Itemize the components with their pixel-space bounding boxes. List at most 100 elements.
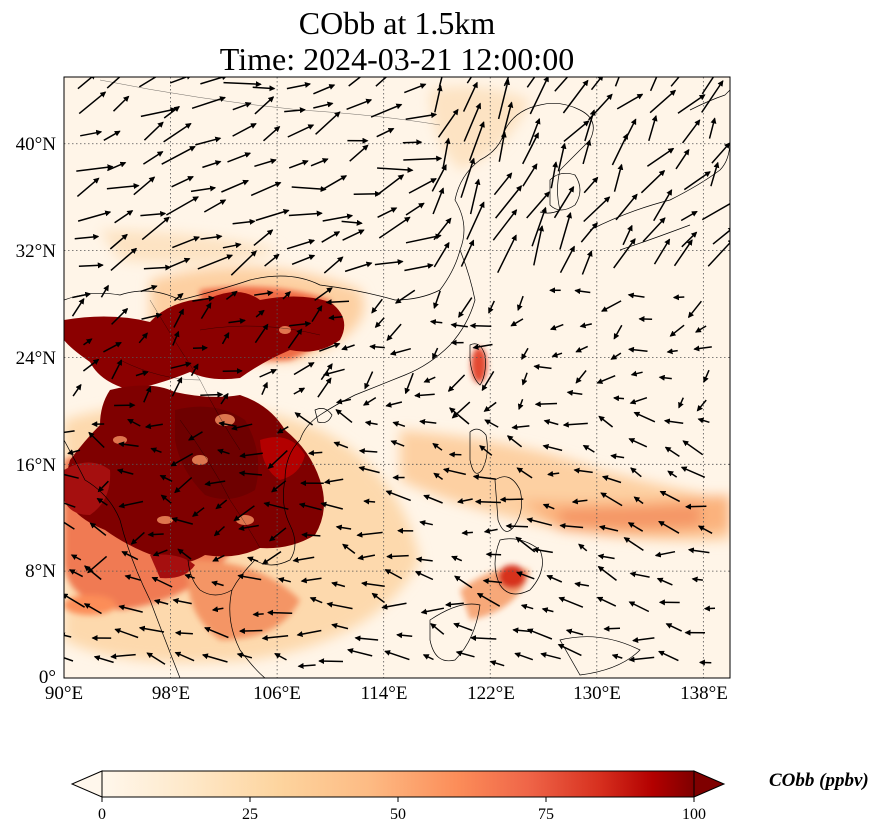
wind-arrow (211, 606, 224, 613)
wind-arrow (691, 576, 703, 583)
wind-arrow (377, 166, 414, 173)
wind-arrow (232, 218, 256, 225)
wind-arrow (389, 347, 411, 356)
wind-arrow (323, 256, 344, 274)
wind-arrow (212, 554, 225, 562)
wind-arrow (159, 474, 173, 482)
wind-arrow (114, 210, 134, 224)
wind-arrow (385, 401, 403, 408)
wind-arrow (574, 581, 590, 588)
map-frame (63, 76, 731, 679)
wind-arrow (596, 375, 616, 384)
wind-arrow (376, 127, 395, 138)
wind-arrow (590, 77, 604, 91)
wind-arrow (314, 287, 333, 302)
wind-arrow (254, 290, 274, 297)
wind-arrow (263, 126, 281, 142)
wind-arrow (680, 466, 706, 478)
wind-arrow (143, 385, 152, 403)
wind-arrow (71, 297, 85, 317)
wind-arrow (133, 176, 156, 196)
wind-arrow (331, 581, 346, 588)
wind-arrow (414, 571, 434, 581)
wind-arrow (325, 299, 350, 306)
wind-arrow (495, 185, 523, 219)
wind-arrow (453, 622, 473, 632)
wind-arrow (204, 480, 226, 487)
wind-arrow (455, 650, 475, 658)
wind-arrow (364, 371, 374, 390)
wind-arrow (110, 247, 138, 271)
wind-arrow (342, 543, 356, 554)
wind-arrow (405, 233, 442, 244)
wind-arrow (362, 396, 377, 406)
wind-arrow (322, 213, 354, 222)
wind-arrow (78, 91, 107, 115)
wind-arrow (213, 525, 226, 537)
wind-arrow (118, 604, 143, 613)
wind-arrow (405, 112, 438, 120)
wind-arrow (171, 516, 193, 525)
wind-arrow (532, 547, 553, 554)
wind-arrow (225, 290, 238, 300)
wind-arrow (171, 376, 183, 397)
wind-arrow (140, 284, 158, 293)
colorbar-tick-100: 100 (682, 806, 706, 823)
wind-arrow (369, 343, 385, 350)
wind-arrow (451, 401, 471, 419)
wind-arrow (88, 431, 105, 449)
wind-arrow (701, 80, 724, 113)
wind-arrow (200, 302, 212, 319)
wind-arrow (526, 77, 536, 88)
wind-arrow (288, 159, 309, 169)
wind-arrow (364, 420, 378, 427)
wind-arrow (516, 295, 524, 311)
wind-arrow (583, 176, 599, 194)
wind-arrow (169, 257, 191, 268)
wind-arrow (649, 89, 677, 114)
wind-arrow (282, 291, 291, 300)
wind-arrow (540, 652, 561, 660)
wind-arrow (228, 318, 246, 325)
x-tick-122e: 122°E (467, 683, 515, 704)
wind-arrow (68, 569, 84, 578)
wind-arrow (665, 623, 683, 632)
wind-arrow (192, 507, 205, 517)
wind-arrow (437, 108, 459, 138)
wind-arrow (261, 550, 282, 565)
wind-arrow (630, 370, 643, 377)
wind-arrow (292, 556, 315, 563)
wind-arrow (681, 119, 701, 144)
wind-arrow (687, 300, 702, 319)
wind-arrow (610, 352, 622, 360)
wind-arrow (313, 101, 334, 109)
wind-arrow (685, 503, 707, 510)
wind-arrow (659, 490, 681, 503)
wind-arrow (526, 191, 550, 219)
wind-arrow (291, 186, 327, 193)
wind-arrow (384, 569, 403, 580)
wind-arrow (161, 145, 196, 165)
wind-arrow (603, 625, 621, 632)
wind-arrow (613, 163, 624, 192)
wind-arrow (370, 103, 403, 118)
wind-arrow (431, 164, 447, 192)
wind-arrow (237, 573, 262, 581)
wind-arrow (106, 77, 121, 89)
x-tick-106e: 106°E (253, 683, 301, 704)
wind-arrow (447, 374, 466, 392)
wind-arrow (301, 531, 321, 538)
wind-arrow (571, 498, 588, 505)
wind-arrow (353, 190, 381, 197)
wind-arrow (254, 96, 275, 115)
wind-arrow (533, 363, 552, 370)
wind-arrow (462, 81, 478, 112)
wind-arrow (153, 598, 169, 605)
wind-arrow (526, 628, 553, 640)
wind-arrow (310, 158, 329, 167)
wind-arrow (610, 453, 625, 460)
wind-arrow (342, 229, 365, 241)
wind-arrow (375, 174, 405, 197)
wind-arrow (628, 438, 648, 448)
wind-arrow (514, 652, 534, 661)
